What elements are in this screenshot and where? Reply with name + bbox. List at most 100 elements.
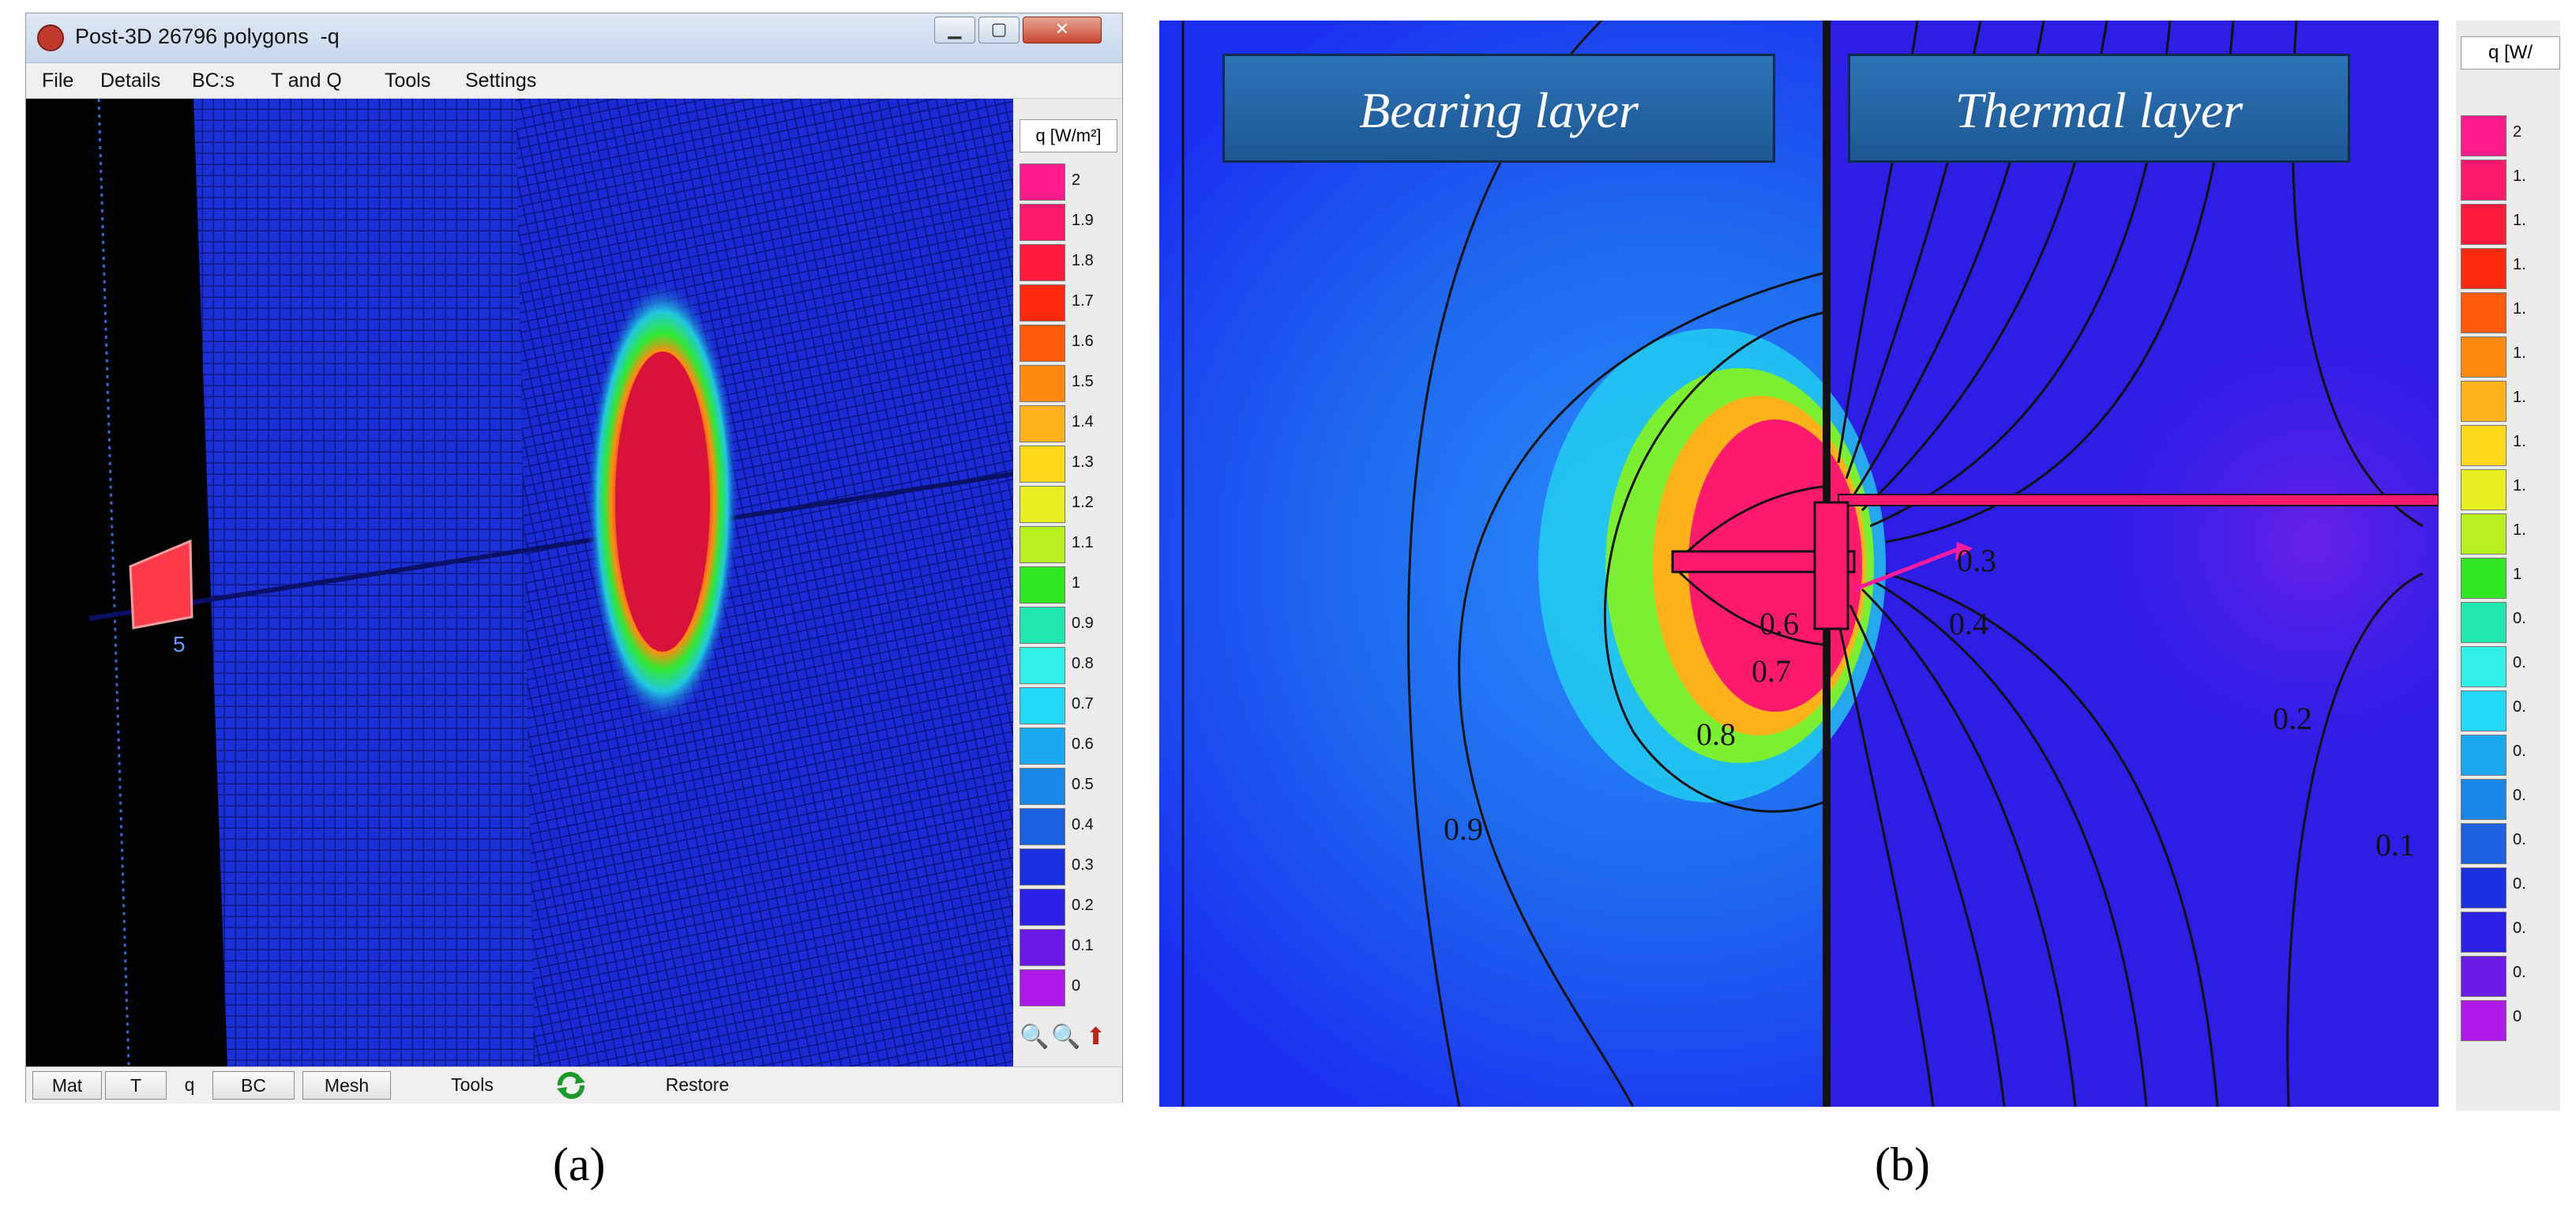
contour-label: 0.3 [1957,543,1996,578]
legend-swatch [1020,204,1065,241]
legend-value: 0.8 [1072,655,1094,672]
zoom-in-icon[interactable]: 🔍 [1020,1024,1050,1050]
pan-icon[interactable]: ⬆ [1086,1024,1106,1050]
mat-button[interactable]: Mat [32,1071,102,1100]
menu-settings[interactable]: Settings [465,70,537,92]
legend-row: 0. [2461,735,2563,776]
legend-row: 1 [2461,558,2563,599]
legend-value: 1.2 [1072,494,1094,511]
heat-flux-plot: Bearing layer Thermal layer 0.9 0.8 0.7 … [1159,21,2439,1107]
minimize-button[interactable]: ▁ [934,17,975,43]
title-bar: Post-3D 26796 polygons -q ▁ ▢ ✕ [26,13,1122,63]
q-button[interactable]: q [184,1074,195,1095]
legend-row: 0. [2461,823,2563,864]
legend-row: 1.1 [1020,526,1122,566]
contour-label: 0.4 [1949,606,1988,641]
legend-value: 0. [2513,698,2526,716]
zoom-out-icon[interactable]: 🔍 [1051,1024,1081,1050]
legend-value: 0.4 [1072,816,1094,833]
mesh-button[interactable]: Mesh [302,1071,391,1100]
legend-row: 0.4 [1020,808,1122,848]
legend-value: 1.1 [1072,534,1094,551]
legend-swatch [1020,607,1065,644]
legend-swatch [1020,929,1065,966]
menu-details[interactable]: Details [100,70,161,92]
legend-title: q [W/m²] [1020,119,1117,152]
legend-row: 0. [2461,779,2563,820]
legend-value: 0.9 [1072,615,1094,632]
legend-row: 0.1 [1020,929,1122,968]
legend-swatch [1020,526,1065,563]
legend-row: 1. [2461,292,2563,333]
legend-swatch [2461,646,2507,687]
legend-row: 0. [2461,646,2563,687]
legend-swatch [1020,848,1065,886]
legend-swatch [1020,284,1065,322]
legend-row: 1.3 [1020,446,1122,485]
legend-value: 2 [2513,123,2522,141]
legend-swatch [1020,566,1065,604]
legend-row: 1. [2461,381,2563,422]
legend-row: 0. [2461,912,2563,953]
legend-value: 0.2 [1072,897,1094,914]
refresh-icon[interactable] [547,1071,595,1100]
legend-value: 1 [2513,566,2522,583]
legend-swatch [1020,325,1065,362]
legend-value: 0.7 [1072,695,1094,713]
contour-label: 0.9 [1444,811,1483,847]
legend-value: 0. [2513,831,2526,848]
legend-row: 0.6 [1020,728,1122,767]
menu-tools[interactable]: Tools [385,70,431,92]
legend-value: 0 [1072,977,1081,995]
menu-bcs[interactable]: BC:s [192,70,235,92]
legend-swatch [2461,425,2507,466]
legend-value: 0. [2513,654,2526,671]
legend-swatch [1020,687,1065,724]
legend-row: 0.5 [1020,768,1122,807]
menu-t-and-q[interactable]: T and Q [271,70,342,92]
caption-b: (b) [1875,1138,1930,1190]
legend-row: 1.7 [1020,284,1122,324]
restore-button[interactable]: Restore [665,1074,730,1095]
legend-swatch [2461,381,2507,422]
legend-swatch [1020,647,1065,684]
legend-row: 1.4 [1020,405,1122,445]
legend-swatch [1020,889,1065,926]
legend-row: 0 [1020,969,1122,1009]
legend-row: 1.2 [1020,486,1122,525]
legend-value: 1.6 [1072,333,1094,350]
maximize-button[interactable]: ▢ [978,17,1020,43]
legend-swatch [2461,735,2507,776]
legend-swatch [1020,244,1065,281]
legend-row: 0.2 [1020,889,1122,928]
legend-swatch [1020,768,1065,805]
legend-value: 1. [2513,212,2526,229]
thermal-layer-label: Thermal layer [1848,54,2350,163]
tools-button[interactable]: Tools [451,1074,494,1095]
legend-row: 0.8 [1020,647,1122,686]
contour-plot [1159,21,2439,1107]
bottom-toolbar: Mat T q BC Mesh Tools Restore [26,1066,1122,1104]
menu-file[interactable]: File [42,70,74,92]
legend-row: 0. [2461,690,2563,731]
legend-row: 1. [2461,337,2563,378]
window-title: Post-3D 26796 polygons -q [75,24,340,48]
legend-swatch [2461,160,2507,201]
legend-swatch [2461,602,2507,643]
3d-viewport[interactable]: 5 [26,99,1013,1066]
legend-value: 1.5 [1072,373,1094,390]
close-button[interactable]: ✕ [1023,17,1102,43]
legend-value: 0. [2513,875,2526,893]
legend-row: 1. [2461,469,2563,510]
bc-button[interactable]: BC [212,1071,295,1100]
contour-label: 0.6 [1759,606,1799,641]
legend-row: 1. [2461,160,2563,201]
legend-value: 1.9 [1072,212,1094,229]
legend-swatch [2461,469,2507,510]
legend-row: 0.9 [1020,607,1122,646]
app-icon [37,24,64,51]
legend-swatch [2461,558,2507,599]
t-button[interactable]: T [105,1071,167,1100]
legend-swatch [2461,513,2507,555]
contour-label: 0.2 [2273,701,2312,736]
